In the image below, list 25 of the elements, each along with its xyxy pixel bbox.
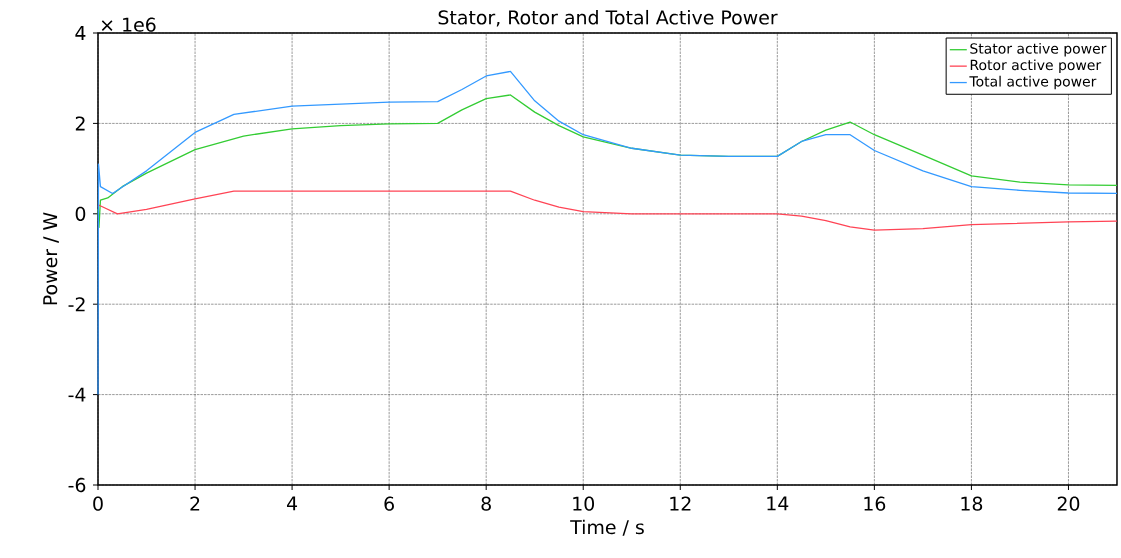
- legend-label: Total active power: [969, 75, 1097, 90]
- x-tick-label: 16: [864, 496, 886, 511]
- y-axis-title: Power / W: [43, 212, 59, 305]
- legend-label: Rotor active power: [970, 59, 1102, 73]
- y-tick-label: 0: [75, 206, 86, 221]
- legend-label: Stator active power: [970, 43, 1107, 57]
- x-tick-label: 4: [286, 496, 298, 511]
- y-tick-label: -2: [68, 297, 85, 312]
- x-axis-title: Time / s: [570, 519, 644, 536]
- x-tick-label: 6: [384, 496, 394, 511]
- x-tick-label: 10: [573, 496, 595, 511]
- x-tick-label: 8: [481, 496, 491, 511]
- line-series: [97, 190, 1118, 231]
- x-tick-label: 12: [670, 496, 691, 511]
- x-tick-label: 0: [93, 496, 103, 511]
- x-tick-label: 14: [767, 496, 789, 511]
- x-tick-label: 2: [190, 496, 200, 511]
- text: × 1e6: [101, 17, 156, 32]
- y-tick-label: -4: [68, 387, 86, 402]
- y-tick-label: -6: [68, 477, 86, 493]
- y-tick-label: 4: [75, 26, 86, 40]
- x-tick-label: 20: [1057, 496, 1080, 511]
- chart-title: Stator, Rotor and Total Active Power: [438, 9, 778, 27]
- x-tick-label: 18: [961, 496, 983, 511]
- y-tick-label: 2: [75, 116, 85, 131]
